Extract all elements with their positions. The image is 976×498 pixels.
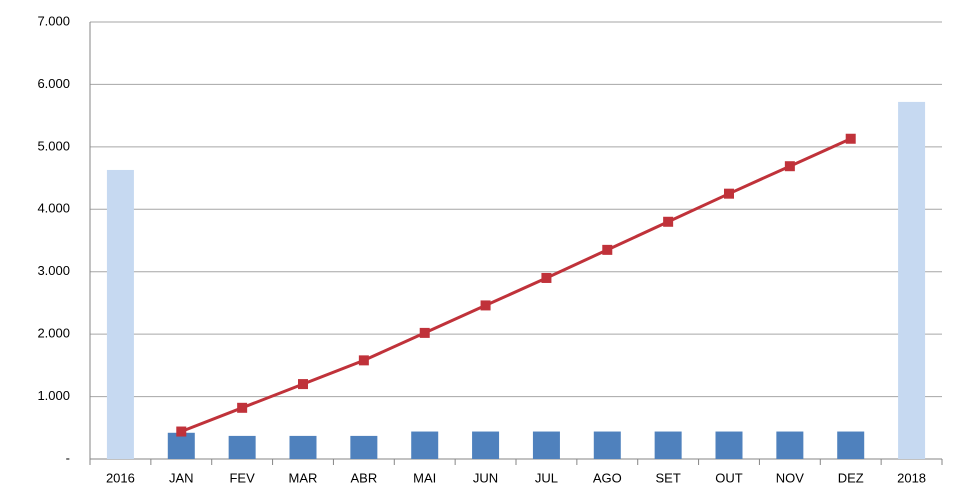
line-marker <box>237 402 248 413</box>
x-tick-label: OUT <box>715 470 743 485</box>
line-marker <box>663 216 674 227</box>
x-tick-label: 2018 <box>897 470 926 485</box>
bar <box>898 101 926 459</box>
bar <box>532 431 560 459</box>
y-tick-label: 7.000 <box>37 13 70 28</box>
bar <box>472 431 500 459</box>
x-tick-label: SET <box>655 470 680 485</box>
line-marker <box>724 188 734 199</box>
bar <box>654 431 682 459</box>
x-tick-label: MAR <box>289 470 318 485</box>
x-tick-label: AGO <box>593 470 622 485</box>
line-marker <box>784 161 795 172</box>
y-tick-label: 6.000 <box>37 76 70 91</box>
bar <box>167 432 195 459</box>
line-marker <box>541 272 552 283</box>
line-marker <box>845 133 856 144</box>
x-tick-label: ABR <box>350 470 377 485</box>
x-tick-label: MAI <box>413 470 436 485</box>
x-tick-label: DEZ <box>838 470 864 485</box>
line-marker <box>480 300 491 311</box>
bar <box>837 431 865 459</box>
bar <box>411 431 439 459</box>
bar <box>593 431 621 459</box>
y-tick-label: 1.000 <box>37 388 70 403</box>
bar <box>715 431 743 459</box>
x-tick-label: FEV <box>229 470 255 485</box>
x-tick-label: JUL <box>535 470 558 485</box>
y-tick-label: - <box>66 450 70 465</box>
x-tick-label: 2016 <box>106 470 135 485</box>
bar <box>289 435 317 459</box>
line-marker <box>602 244 613 255</box>
x-tick-label: NOV <box>776 470 805 485</box>
line <box>180 137 852 433</box>
y-tick-label: 4.000 <box>37 201 70 216</box>
y-tick-label: 5.000 <box>37 138 70 153</box>
bar <box>228 435 256 459</box>
line-marker <box>298 379 308 390</box>
y-tick-label: 3.000 <box>37 263 70 278</box>
y-tick-label: 2.000 <box>37 326 70 341</box>
bar <box>776 431 804 459</box>
line-marker <box>358 355 369 366</box>
line-marker <box>419 327 430 338</box>
line-marker <box>176 426 187 437</box>
x-tick-label: JUN <box>473 470 498 485</box>
bar <box>106 169 134 459</box>
x-tick-label: JAN <box>169 470 194 485</box>
bar <box>350 435 378 459</box>
